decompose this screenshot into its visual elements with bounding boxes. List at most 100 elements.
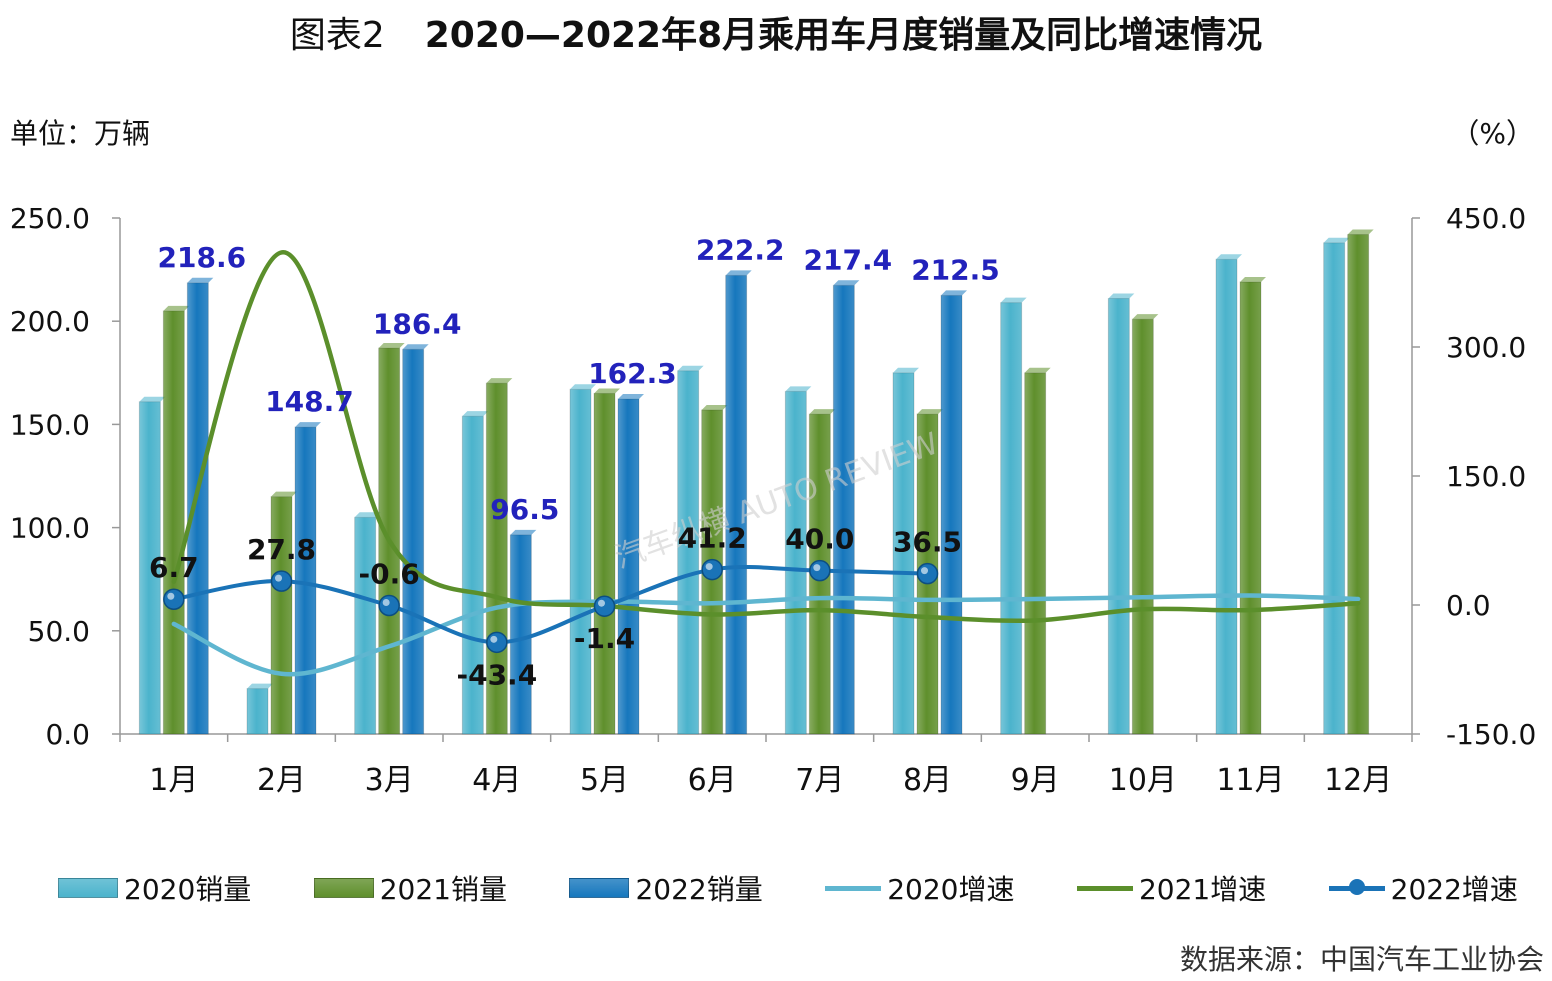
bar-data-label: 148.7 bbox=[265, 385, 354, 418]
bar-2022销量 bbox=[940, 294, 963, 735]
bar-top-2020销量 bbox=[462, 411, 489, 417]
marker-2022增速 bbox=[378, 594, 400, 617]
bar-data-label: 162.3 bbox=[588, 357, 677, 390]
bar-top-2020销量 bbox=[677, 365, 704, 371]
right-tick-label: 150.0 bbox=[1446, 460, 1526, 493]
bar-2020销量 bbox=[246, 688, 269, 735]
bar-top-2022销量 bbox=[941, 290, 967, 296]
left-tick-label: 150.0 bbox=[10, 408, 90, 441]
left-tick-label: 100.0 bbox=[10, 512, 90, 545]
bar-2021销量 bbox=[593, 392, 616, 735]
marker-highlight bbox=[167, 592, 175, 600]
bar-2022销量 bbox=[832, 284, 855, 735]
x-tick-label: 11月 bbox=[1216, 763, 1284, 798]
bar-2020销量 bbox=[354, 516, 377, 735]
legend-label: 2022增速 bbox=[1390, 873, 1518, 906]
legend-label: 2021增速 bbox=[1138, 873, 1267, 906]
bar-2020销量 bbox=[1323, 242, 1346, 735]
marker-2022增速 bbox=[916, 562, 939, 585]
legend-bar-swatch bbox=[313, 878, 374, 898]
x-tick-label: 3月 bbox=[365, 763, 414, 798]
bar-2021销量 bbox=[1239, 281, 1262, 735]
bar-2020销量 bbox=[1000, 302, 1023, 735]
bar-top-2022销量 bbox=[295, 422, 321, 428]
legend-bar-swatch bbox=[569, 878, 630, 898]
marker-highlight bbox=[813, 564, 821, 572]
bar-top-2021销量 bbox=[1132, 314, 1159, 320]
line-data-label: 6.7 bbox=[149, 551, 199, 584]
legend-item: 2021销量 bbox=[313, 868, 507, 908]
bar-2022销量 bbox=[509, 534, 532, 735]
chart-title: 图表2 2020—2022年8月乘用车月度销量及同比增速情况 bbox=[0, 6, 1552, 58]
marker-highlight bbox=[705, 563, 713, 571]
legend-label: 2021销量 bbox=[379, 873, 507, 906]
legend-line-swatch bbox=[825, 885, 882, 891]
data-source: 数据来源：中国汽车工业协会 bbox=[1179, 943, 1544, 976]
bar-top-2020销量 bbox=[1000, 297, 1027, 303]
line-data-label: 36.5 bbox=[893, 526, 962, 559]
right-tick-label: -150.0 bbox=[1446, 718, 1536, 751]
line-data-label: 40.0 bbox=[785, 523, 854, 556]
bar-data-label: 212.5 bbox=[911, 253, 1000, 286]
bar-top-2021销量 bbox=[163, 305, 190, 311]
bar-top-2022销量 bbox=[187, 277, 214, 283]
bar-top-2022销量 bbox=[725, 270, 752, 276]
x-tick-label: 4月 bbox=[472, 763, 521, 798]
bar-top-2020销量 bbox=[785, 386, 812, 392]
line-data-label: -43.4 bbox=[456, 658, 537, 691]
line-2021增速 bbox=[171, 250, 1361, 624]
marker-2022增速 bbox=[809, 559, 831, 582]
legend-label: 2022销量 bbox=[635, 873, 763, 906]
title-main: 2020—2022年8月乘用车月度销量及同比增速情况 bbox=[424, 15, 1263, 56]
bar-top-2020销量 bbox=[1216, 254, 1242, 260]
x-tick-label: 2月 bbox=[257, 763, 306, 798]
bar-top-2021销量 bbox=[809, 409, 836, 415]
bar-top-2021销量 bbox=[1240, 276, 1266, 282]
marker-2022增速 bbox=[701, 558, 723, 581]
figure-label: 图表2 bbox=[289, 15, 385, 56]
bar-top-2020销量 bbox=[1108, 293, 1135, 299]
marker-2022增速 bbox=[163, 588, 185, 610]
left-axis-unit: 单位：万辆 bbox=[10, 117, 151, 150]
marker-highlight bbox=[490, 635, 498, 643]
line-data-label: -0.6 bbox=[359, 558, 420, 591]
bar-2020销量 bbox=[784, 390, 807, 735]
legend-item: 2022销量 bbox=[569, 868, 763, 908]
marker-highlight bbox=[275, 574, 282, 582]
right-tick-label: 0.0 bbox=[1446, 589, 1491, 622]
x-tick-label: 5月 bbox=[580, 763, 629, 798]
bar-top-2020销量 bbox=[893, 367, 919, 373]
x-tick-label: 7月 bbox=[795, 763, 844, 798]
line-data-label: -1.4 bbox=[574, 622, 635, 655]
chart-legend: 2020销量 2021销量 2022销量 2020增速 2021增速 2022增速 bbox=[58, 868, 1518, 908]
bar-data-label: 186.4 bbox=[373, 307, 462, 340]
bar-data-label: 218.6 bbox=[158, 241, 247, 274]
bar-2020销量 bbox=[1107, 297, 1130, 735]
bar-top-2021销量 bbox=[1347, 229, 1374, 235]
bar-2022销量 bbox=[186, 282, 209, 735]
legend-item: 2020增速 bbox=[825, 868, 1014, 908]
x-tick-label: 10月 bbox=[1109, 763, 1177, 798]
x-tick-label: 8月 bbox=[903, 763, 952, 798]
legend-item: 2020销量 bbox=[58, 868, 251, 908]
bar-top-2021销量 bbox=[1024, 367, 1051, 373]
left-tick-label: 0.0 bbox=[45, 718, 90, 751]
bar-top-2020销量 bbox=[1323, 237, 1350, 243]
legend-bar-swatch bbox=[58, 878, 118, 898]
x-tick-label: 1月 bbox=[149, 763, 198, 798]
bar-data-label: 222.2 bbox=[696, 233, 785, 266]
bar-2020销量 bbox=[569, 388, 592, 735]
legend-item: 2021增速 bbox=[1076, 868, 1267, 908]
marker-highlight bbox=[598, 599, 605, 607]
bar-2021销量 bbox=[1347, 234, 1370, 735]
left-tick-label: 200.0 bbox=[10, 305, 90, 338]
x-tick-label: 6月 bbox=[688, 763, 737, 798]
bar-top-2020销量 bbox=[247, 683, 273, 689]
bar-top-2021销量 bbox=[271, 491, 297, 497]
bar-2020销量 bbox=[1215, 258, 1238, 735]
legend-label: 2020增速 bbox=[887, 873, 1015, 906]
bar-top-2022销量 bbox=[833, 280, 860, 286]
x-tick-label: 12月 bbox=[1324, 763, 1392, 798]
bar-data-label: 217.4 bbox=[804, 243, 893, 276]
bar-top-2021销量 bbox=[378, 343, 405, 349]
